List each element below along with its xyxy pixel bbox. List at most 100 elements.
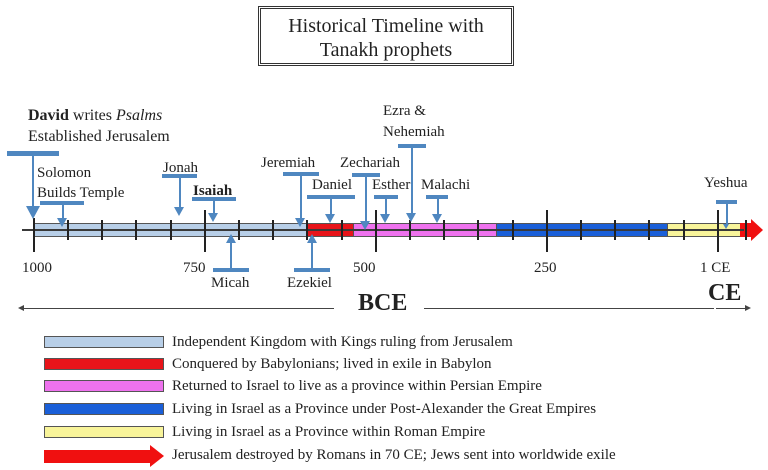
legend-item-roman-province: Living in Israel as a Province within Ro… [44, 423, 664, 442]
david-text: writes [68, 107, 117, 124]
major-tick-1ce [717, 210, 719, 252]
zechariah-arrow-icon [360, 221, 370, 230]
legend-item-post-alexander: Living in Israel as a Province under Pos… [44, 400, 724, 419]
jonah-marker [162, 174, 197, 178]
ezekiel-stem [311, 242, 313, 269]
event-ezra-line1: Ezra & [383, 103, 426, 119]
isaiah-marker [192, 197, 236, 201]
minor-tick [683, 220, 685, 240]
legend-item-independent-kingdom: Independent Kingdom with Kings ruling fr… [44, 333, 664, 352]
legend-label: Living in Israel as a Province within Ro… [172, 424, 486, 440]
minor-tick [512, 220, 514, 240]
malachi-arrow-icon [432, 214, 442, 223]
era-label-ce: CE [708, 280, 742, 306]
malachi-marker [426, 195, 448, 199]
event-david: David writes Psalms [28, 107, 162, 124]
legend-red-arrow-head-icon [150, 445, 164, 467]
jeremiah-marker [283, 172, 319, 176]
event-isaiah: Isaiah [193, 183, 233, 199]
legend-swatch-blue [44, 403, 164, 415]
minor-tick [614, 220, 616, 240]
minor-tick [238, 220, 240, 240]
axis-label-1000: 1000 [22, 260, 52, 276]
micah-arrow-icon [226, 234, 236, 243]
yeshua-marker [716, 200, 737, 204]
david-marker [7, 151, 59, 156]
esther-stem [385, 198, 387, 214]
destruction-arrow-head [751, 219, 763, 241]
ezra-marker [398, 144, 426, 148]
event-solomon-line2: Builds Temple [37, 185, 125, 201]
ezra-stem [411, 147, 413, 213]
event-malachi: Malachi [421, 177, 471, 193]
jeremiah-arrow-icon [295, 218, 305, 227]
legend-item-babylonian-exile: Conquered by Babylonians; lived in exile… [44, 355, 664, 374]
micah-stem [230, 242, 232, 269]
legend-label: Living in Israel as a Province under Pos… [172, 401, 597, 417]
ezekiel-arrow-icon [307, 234, 317, 243]
minor-tick [580, 220, 582, 240]
title-box: Historical Timeline with Tanakh prophets [258, 6, 514, 66]
minor-tick [341, 220, 343, 240]
legend-swatch-red [44, 358, 164, 370]
legend-label: Independent Kingdom with Kings ruling fr… [172, 334, 513, 350]
malachi-stem [437, 198, 439, 214]
major-tick-750 [204, 210, 206, 252]
micah-marker [213, 268, 249, 272]
ezra-arrow-icon [406, 213, 416, 222]
event-ezekiel: Ezekiel [287, 275, 332, 291]
legend-label: Returned to Israel to live as a province… [172, 378, 542, 394]
axis-label-500: 500 [353, 260, 376, 276]
isaiah-arrow-icon [208, 213, 218, 222]
major-tick-250 [546, 210, 548, 252]
era-label-bce: BCE [358, 290, 408, 316]
jeremiah-stem [300, 175, 302, 218]
bce-arrow-left-head [18, 305, 24, 311]
solomon-arrow-icon [57, 218, 67, 227]
event-zechariah: Zechariah [340, 155, 400, 171]
solomon-stem [62, 204, 64, 218]
isaiah-stem [213, 200, 215, 213]
event-esther: Esther [372, 177, 411, 193]
yeshua-stem [726, 203, 728, 225]
event-solomon-line1: Solomon [37, 165, 92, 181]
legend-label: Conquered by Babylonians; lived in exile… [172, 356, 492, 372]
minor-tick [135, 220, 137, 240]
minor-tick [272, 220, 274, 240]
david-stem [32, 155, 34, 207]
minor-tick [648, 220, 650, 240]
legend-swatch-red-arrow [44, 450, 152, 463]
ce-arrow-line [716, 308, 746, 309]
axis-label-750: 750 [183, 260, 206, 276]
bce-arrow-left [22, 308, 334, 309]
event-micah: Micah [211, 275, 250, 291]
title-line-2: Tanakh prophets [319, 39, 453, 61]
david-book: Psalms [116, 107, 163, 124]
minor-tick [101, 220, 103, 240]
title-line-1: Historical Timeline with [288, 15, 484, 37]
minor-tick [443, 220, 445, 240]
jonah-arrow-icon [174, 207, 184, 216]
jonah-stem [179, 177, 181, 207]
legend-label: Jerusalem destroyed by Romans in 70 CE; … [172, 447, 616, 463]
event-ezra-line2: Nehemiah [383, 124, 445, 140]
daniel-arrow-icon [325, 214, 335, 223]
event-daniel: Daniel [312, 177, 352, 193]
minor-tick [170, 220, 172, 240]
minor-tick [477, 220, 479, 240]
daniel-marker [307, 195, 355, 199]
axis-label-1ce: 1 CE [700, 260, 731, 276]
event-yeshua: Yeshua [704, 175, 748, 191]
major-tick-1000 [33, 218, 35, 252]
david-name: David [28, 107, 69, 124]
bce-arrow-right-line [424, 308, 714, 309]
ce-arrow-right-head [745, 305, 751, 311]
esther-arrow-icon [380, 214, 390, 223]
legend-swatch-yellow [44, 426, 164, 438]
david-arrow-icon [26, 206, 40, 219]
legend-item-persian-province: Returned to Israel to live as a province… [44, 377, 664, 396]
major-tick-500 [375, 210, 377, 252]
yeshua-arrow-icon [723, 224, 729, 229]
legend-item-destruction: Jerusalem destroyed by Romans in 70 CE; … [44, 445, 744, 467]
solomon-marker [40, 201, 84, 205]
